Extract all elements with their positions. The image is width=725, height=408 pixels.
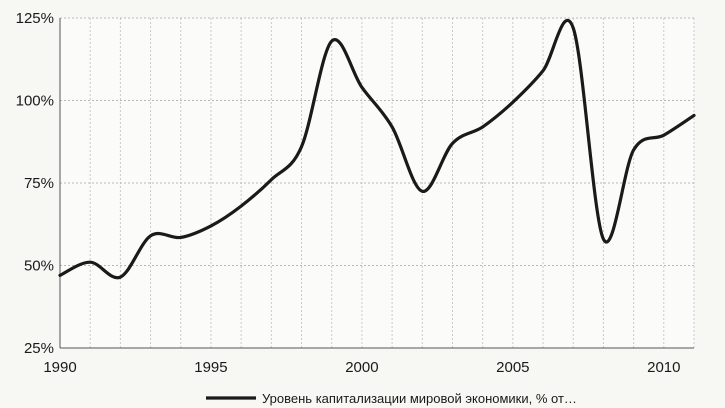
- data-point: [602, 237, 605, 241]
- data-point: [692, 114, 696, 117]
- y-tick-label: 50%: [24, 258, 54, 275]
- data-point: [300, 145, 303, 148]
- y-tick-label: 100%: [16, 93, 54, 110]
- y-tick-label: 75%: [24, 175, 54, 192]
- data-point: [119, 275, 122, 279]
- x-tick-label: 2000: [345, 359, 378, 376]
- y-tick-label: 25%: [24, 340, 54, 357]
- data-point: [209, 224, 213, 228]
- data-point: [58, 274, 62, 277]
- data-point: [421, 190, 424, 193]
- data-point: [662, 133, 666, 137]
- data-point: [270, 178, 273, 181]
- data-point: [632, 148, 635, 152]
- data-point: [360, 86, 364, 89]
- data-point: [541, 69, 545, 73]
- data-point: [390, 125, 394, 129]
- data-point: [572, 26, 575, 30]
- y-tick-label: 125%: [16, 10, 54, 27]
- x-tick-label: 1990: [43, 359, 76, 376]
- data-point: [481, 125, 484, 129]
- legend-label: Уровень капитализации мировой экономики,…: [262, 391, 577, 406]
- data-point: [88, 261, 92, 264]
- data-point: [239, 204, 243, 208]
- x-tick-label: 1995: [194, 359, 227, 376]
- x-tick-label: 2010: [647, 359, 680, 376]
- data-point: [149, 234, 152, 237]
- data-point: [330, 39, 333, 43]
- data-point: [511, 100, 515, 104]
- data-point: [179, 236, 182, 239]
- x-tick-label: 2005: [496, 359, 529, 376]
- data-point: [451, 142, 454, 145]
